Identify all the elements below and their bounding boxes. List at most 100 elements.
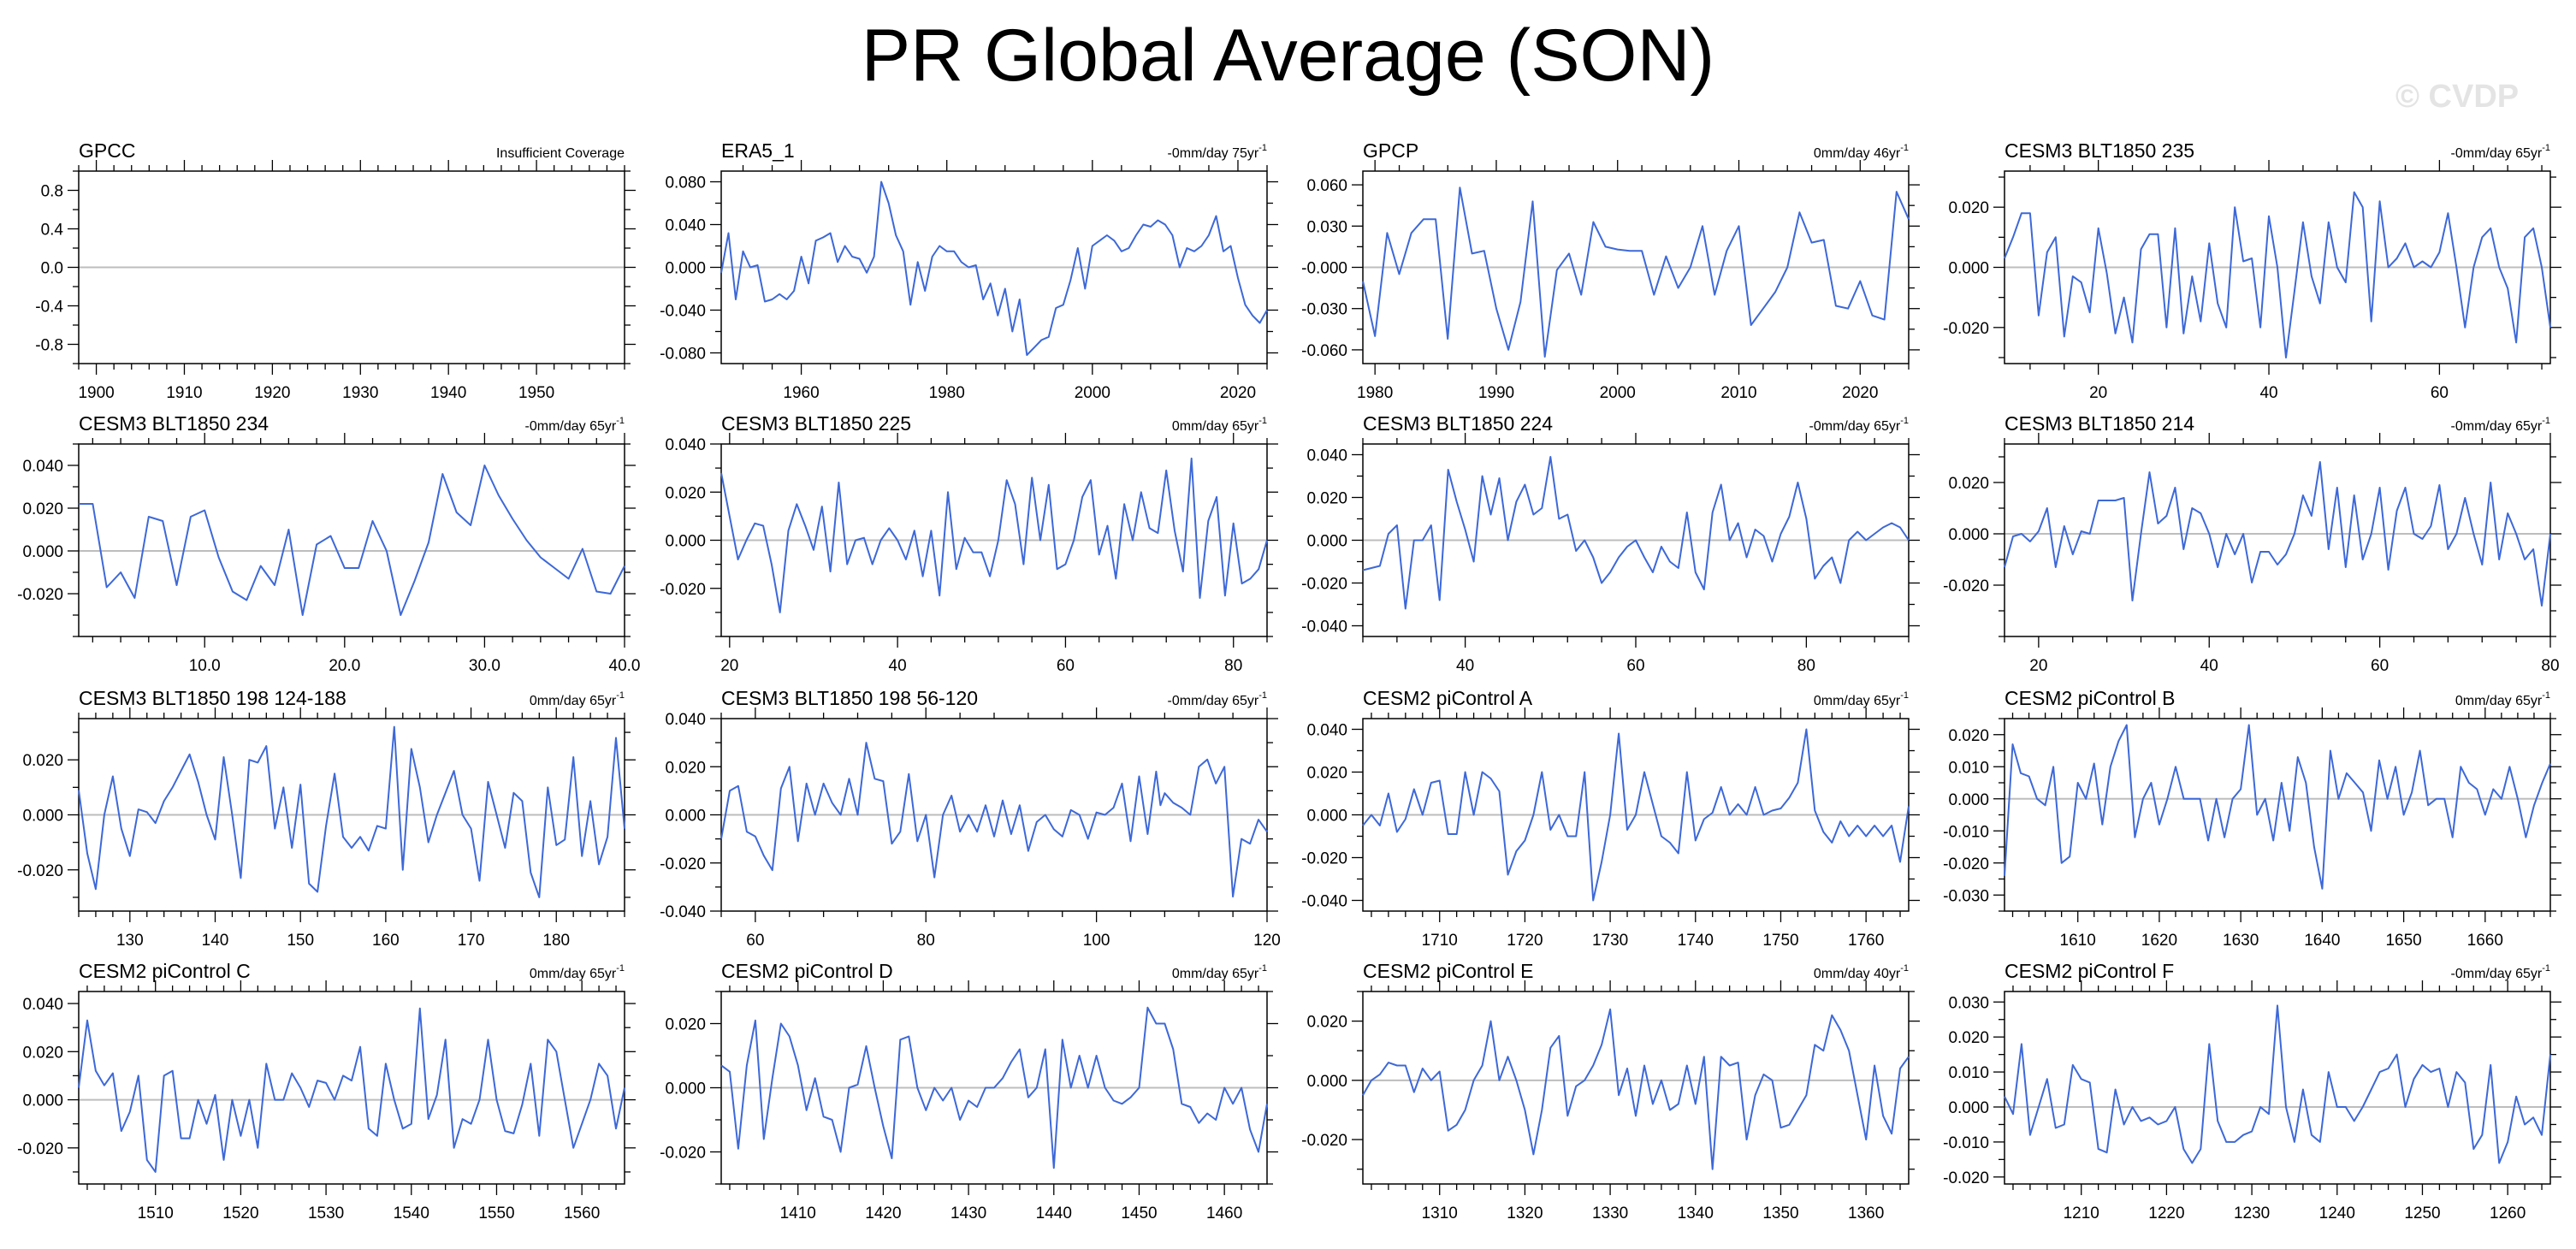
- x-tick-label: 1650: [2385, 932, 2421, 950]
- x-tick-label: 1230: [2234, 1205, 2270, 1222]
- y-tick-label: 0.000: [665, 533, 706, 551]
- y-tick-label: 0.0: [41, 260, 63, 278]
- panel-2: 1960 1980 2000 2020 0.080 0.040 0.000 -0.040 -0.…: [660, 139, 1278, 402]
- y-tick-label: 0.000: [1948, 260, 1989, 278]
- y-tick-label: -0.020: [1301, 850, 1347, 868]
- panel-trend: 0mm/day 65yr-1: [2455, 690, 2550, 708]
- y-tick-label: 0.000: [22, 808, 63, 826]
- panel-title: CESM3 BLT1850 214: [2005, 412, 2194, 435]
- x-tick-label: 1360: [1848, 1205, 1884, 1222]
- x-tick-label: 1350: [1762, 1205, 1798, 1222]
- x-tick-label: 1460: [1206, 1205, 1242, 1222]
- y-tick-label: 0.040: [22, 458, 63, 476]
- y-tick-label: 0.020: [1306, 490, 1347, 508]
- y-tick-label: -0.060: [1301, 342, 1347, 360]
- y-tick-label: -0.010: [1943, 1134, 1989, 1152]
- x-tick-label: 1730: [1592, 932, 1628, 950]
- y-tick-label: 0.000: [665, 808, 706, 826]
- y-tick-label: 0.040: [665, 436, 706, 454]
- x-tick-label: 80: [1224, 657, 1242, 675]
- y-tick-label: 0.020: [22, 1044, 63, 1062]
- panel-13: 1510 1520 1530 1540 1550 1560 0.040 0.020 0.000 -…: [17, 960, 636, 1222]
- x-tick-label: 1440: [1036, 1205, 1072, 1222]
- panel-4: 20 40 60 0.020 0.000 -0.020 CESM3 BLT1850 235 -…: [1943, 139, 2561, 402]
- y-tick-label: -0.020: [660, 581, 706, 599]
- y-tick-label: -0.4: [35, 299, 63, 317]
- y-tick-label: -0.040: [660, 303, 706, 321]
- x-tick-label: 20: [2029, 657, 2047, 675]
- panel-trend: 0mm/day 46yr-1: [1814, 143, 1909, 161]
- x-tick-label: 1240: [2319, 1205, 2355, 1222]
- panel-8: 20 40 60 80 0.020 0.000 -0.020 CESM3 BLT1850 21…: [1943, 412, 2561, 675]
- x-tick-label: 1660: [2467, 932, 2503, 950]
- panel-3: 1980 1990 2000 2010 2020 0.060 0.030 -0.000 -0.0…: [1301, 139, 1920, 402]
- x-tick-label: 1920: [254, 384, 290, 402]
- x-tick-label: 1740: [1678, 932, 1714, 950]
- series-line: [2004, 1004, 2551, 1164]
- y-tick-label: 0.8: [41, 183, 63, 201]
- y-tick-label: 0.020: [665, 484, 706, 502]
- plot-frame: [2004, 991, 2551, 1185]
- x-tick-label: 40: [2259, 384, 2277, 402]
- x-tick-label: 1320: [1507, 1205, 1543, 1222]
- panel-14: 1410 1420 1430 1440 1450 1460 0.020 0.000 -0.020…: [660, 960, 1278, 1222]
- series-line: [720, 181, 1268, 356]
- panel-trend: -0mm/day 65yr-1: [2451, 416, 2550, 434]
- x-tick-label: 1900: [78, 384, 114, 402]
- x-tick-label: 1980: [1357, 384, 1393, 402]
- cvdp-watermark: © CVDP: [2395, 79, 2520, 115]
- x-tick-label: 2010: [1720, 384, 1756, 402]
- x-tick-label: 1940: [430, 384, 466, 402]
- x-tick-label: 130: [116, 932, 144, 950]
- y-tick-label: -0.020: [660, 855, 706, 873]
- y-tick-label: -0.020: [1943, 855, 1989, 873]
- y-tick-label: -0.020: [17, 862, 63, 880]
- x-tick-label: 10.0: [189, 657, 221, 675]
- x-tick-label: 40: [2200, 657, 2218, 675]
- series-line: [720, 457, 1268, 613]
- series-line: [1362, 1008, 1910, 1170]
- x-tick-label: 1610: [2060, 932, 2096, 950]
- y-tick-label: -0.020: [1301, 576, 1347, 594]
- panel-title: CESM3 BLT1850 198 124-188: [79, 687, 346, 709]
- y-tick-label: -0.030: [1301, 301, 1347, 319]
- panel-11: 1710 1720 1730 1740 1750 1760 0.040 0.020 0.000 -…: [1301, 687, 1920, 950]
- panel-title: CESM3 BLT1850 225: [721, 412, 911, 435]
- x-tick-label: 2020: [1842, 384, 1878, 402]
- x-tick-label: 1560: [564, 1205, 600, 1222]
- series-line: [1362, 728, 1910, 902]
- x-tick-label: 150: [287, 932, 314, 950]
- y-tick-label: 0.020: [1948, 475, 1989, 493]
- x-tick-label: 80: [1797, 657, 1815, 675]
- y-tick-label: 0.000: [1948, 791, 1989, 809]
- x-tick-label: 80: [917, 932, 935, 950]
- y-tick-label: 0.000: [665, 1080, 706, 1098]
- panel-trend: 0mm/day 65yr-1: [1172, 963, 1267, 981]
- x-tick-label: 160: [372, 932, 400, 950]
- panel-trend: 0mm/day 65yr-1: [530, 963, 625, 981]
- panel-title: CESM2 piControl A: [1363, 687, 1533, 709]
- x-tick-label: 20.0: [329, 657, 360, 675]
- x-tick-label: 1430: [950, 1205, 986, 1222]
- x-tick-label: 30.0: [469, 657, 500, 675]
- y-tick-label: 0.020: [665, 759, 706, 777]
- x-tick-label: 1950: [518, 384, 554, 402]
- x-tick-label: 1980: [929, 384, 965, 402]
- panel-7: 40 60 80 0.040 0.020 0.000 -0.020 -0.040 CESM3 B…: [1301, 412, 1920, 675]
- y-tick-label: 0.020: [1306, 1014, 1347, 1032]
- y-tick-label: 0.000: [22, 543, 63, 561]
- y-tick-label: -0.040: [660, 903, 706, 921]
- panel-12: 1610 1620 1630 1640 1650 1660 0.020 0.010 0.000 -…: [1943, 687, 2561, 950]
- x-tick-label: 60: [746, 932, 764, 950]
- panel-title: CESM2 piControl C: [79, 960, 251, 982]
- panel-9: 130 140 150 160 170 180 0.020 0.000 -0.020 CESM3 …: [17, 687, 636, 950]
- panel-title: CESM2 piControl D: [721, 960, 893, 982]
- y-tick-label: -0.8: [35, 337, 63, 355]
- y-tick-label: 0.020: [22, 500, 63, 518]
- panel-5: 10.0 20.0 30.0 40.0 0.040 0.020 0.000 -0.020 CES…: [17, 412, 640, 675]
- panel-trend: -0mm/day 65yr-1: [1168, 690, 1267, 708]
- panel-title: CESM3 BLT1850 224: [1363, 412, 1553, 435]
- y-tick-label: 0.020: [1948, 727, 1989, 745]
- y-tick-label: 0.030: [1306, 218, 1347, 236]
- y-tick-label: 0.030: [1948, 994, 1989, 1012]
